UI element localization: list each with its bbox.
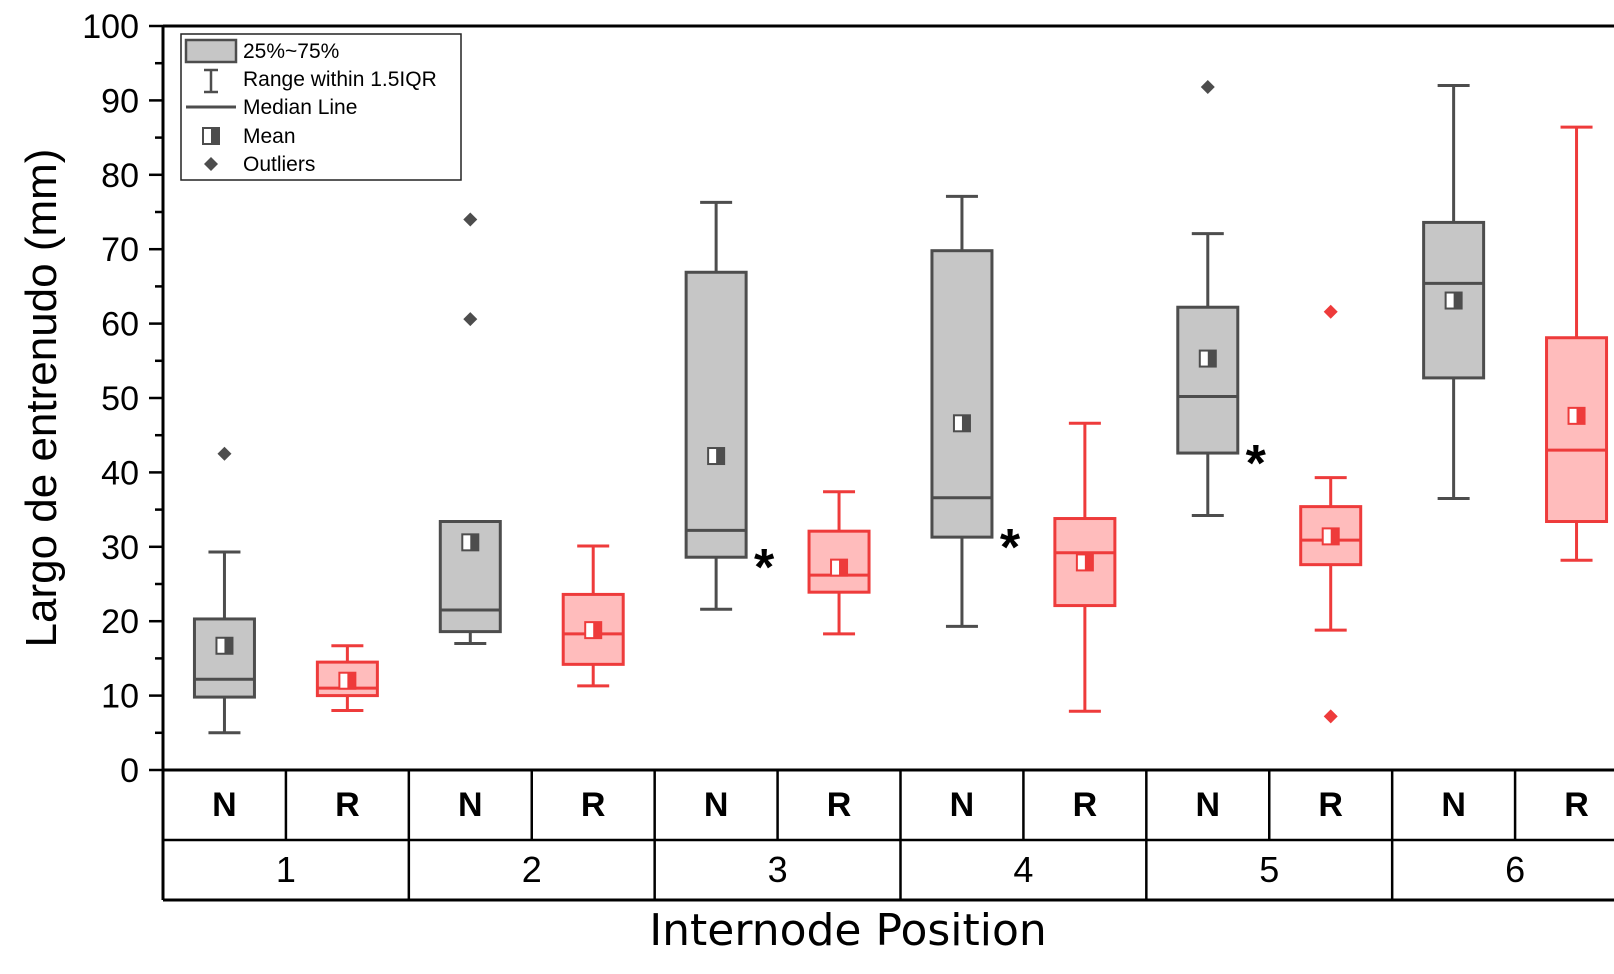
y-tick-label: 0 bbox=[120, 752, 139, 790]
y-tick-label: 60 bbox=[101, 306, 139, 344]
group-label-N: N bbox=[704, 786, 729, 824]
box-series: * * * bbox=[192, 80, 1609, 735]
box-1-R bbox=[315, 644, 379, 712]
box-5-N: * bbox=[1176, 80, 1267, 518]
position-label: 3 bbox=[768, 849, 788, 890]
group-label-R: R bbox=[1318, 786, 1343, 824]
y-tick-label: 80 bbox=[101, 157, 139, 195]
box-iqr bbox=[1176, 305, 1240, 455]
y-tick-label: 50 bbox=[101, 380, 139, 418]
mean-marker-fill bbox=[1084, 554, 1093, 571]
y-tick-label: 70 bbox=[101, 231, 139, 269]
mean-marker-fill bbox=[961, 415, 970, 432]
mean-marker-fill bbox=[347, 672, 356, 689]
axes bbox=[161, 24, 1614, 902]
group-label-N: N bbox=[458, 786, 483, 824]
legend-median-label: Median Line bbox=[243, 96, 357, 119]
box-2-N bbox=[438, 212, 502, 646]
legend-box-label: 25%~75% bbox=[243, 40, 339, 63]
significance-asterisk: * bbox=[754, 539, 775, 597]
mean-marker-fill bbox=[1453, 292, 1462, 309]
y-axis-title: Largo de entrenudo (mm) bbox=[17, 149, 66, 648]
box-3-N: * bbox=[684, 200, 775, 611]
box-iqr bbox=[684, 270, 748, 559]
box-6-N bbox=[1422, 84, 1486, 500]
legend-outlier-swatch bbox=[204, 157, 218, 171]
group-label-N: N bbox=[1441, 786, 1466, 824]
legend-box-swatch bbox=[184, 38, 238, 64]
mean-marker-fill bbox=[593, 622, 602, 639]
group-label-R: R bbox=[581, 786, 606, 824]
y-tick-label: 30 bbox=[101, 529, 139, 567]
box-4-N: * bbox=[930, 194, 1021, 628]
position-label: 4 bbox=[1013, 849, 1033, 890]
box-5-R bbox=[1299, 304, 1363, 724]
y-tick-label: 10 bbox=[101, 678, 139, 716]
mean-marker-fill bbox=[1330, 528, 1339, 545]
outlier-point bbox=[463, 312, 478, 327]
box-2-R bbox=[561, 544, 625, 688]
group-label-R: R bbox=[1073, 786, 1098, 824]
mean-marker-fill bbox=[224, 637, 233, 654]
group-label-N: N bbox=[212, 786, 237, 824]
position-label: 2 bbox=[522, 849, 542, 890]
outlier-point bbox=[1200, 80, 1215, 95]
mean-marker-fill bbox=[1576, 407, 1585, 424]
mean-marker-fill bbox=[839, 559, 848, 576]
y-tick-label: 90 bbox=[101, 82, 139, 120]
position-label: 5 bbox=[1259, 849, 1279, 890]
y-tick-label: 40 bbox=[101, 454, 139, 492]
box-1-N bbox=[192, 446, 256, 735]
mean-marker-fill bbox=[470, 534, 479, 551]
category-table: N R N R N R N R N R N R 1 2 3 4 5 6 bbox=[212, 770, 1589, 900]
y-axis-ticks: 0 10 20 30 40 50 60 70 80 90 100 bbox=[82, 8, 163, 790]
outlier-point bbox=[463, 212, 478, 227]
y-tick-label: 100 bbox=[82, 8, 139, 46]
mean-marker-fill bbox=[716, 448, 725, 465]
group-label-R: R bbox=[1564, 786, 1589, 824]
group-label-N: N bbox=[950, 786, 975, 824]
significance-asterisk: * bbox=[1000, 519, 1021, 577]
group-label-N: N bbox=[1196, 786, 1221, 824]
box-iqr bbox=[930, 249, 994, 539]
box-iqr bbox=[1545, 336, 1609, 524]
legend: 25%~75% Range within 1.5IQR Median Line … bbox=[180, 33, 462, 181]
outlier-point bbox=[1323, 709, 1338, 724]
significance-asterisk: * bbox=[1246, 435, 1267, 493]
box-iqr bbox=[192, 617, 256, 699]
legend-whisker-swatch bbox=[204, 68, 218, 94]
box-6-R bbox=[1545, 125, 1609, 562]
position-label: 1 bbox=[276, 849, 296, 890]
y-tick-label: 20 bbox=[101, 603, 139, 641]
box-3-R bbox=[807, 490, 871, 636]
legend-whisker-label: Range within 1.5IQR bbox=[243, 68, 437, 91]
group-label-R: R bbox=[827, 786, 852, 824]
legend-mean-swatch bbox=[202, 127, 220, 145]
group-label-R: R bbox=[335, 786, 360, 824]
outlier-point bbox=[1323, 304, 1338, 319]
legend-outlier-label: Outliers bbox=[243, 153, 315, 176]
box-4-R bbox=[1053, 421, 1117, 713]
position-label: 6 bbox=[1505, 849, 1525, 890]
x-axis-title: Internode Position bbox=[649, 905, 1047, 956]
legend-mean-label: Mean bbox=[243, 125, 296, 148]
outlier-point bbox=[217, 446, 232, 461]
mean-marker-fill bbox=[1207, 350, 1216, 367]
